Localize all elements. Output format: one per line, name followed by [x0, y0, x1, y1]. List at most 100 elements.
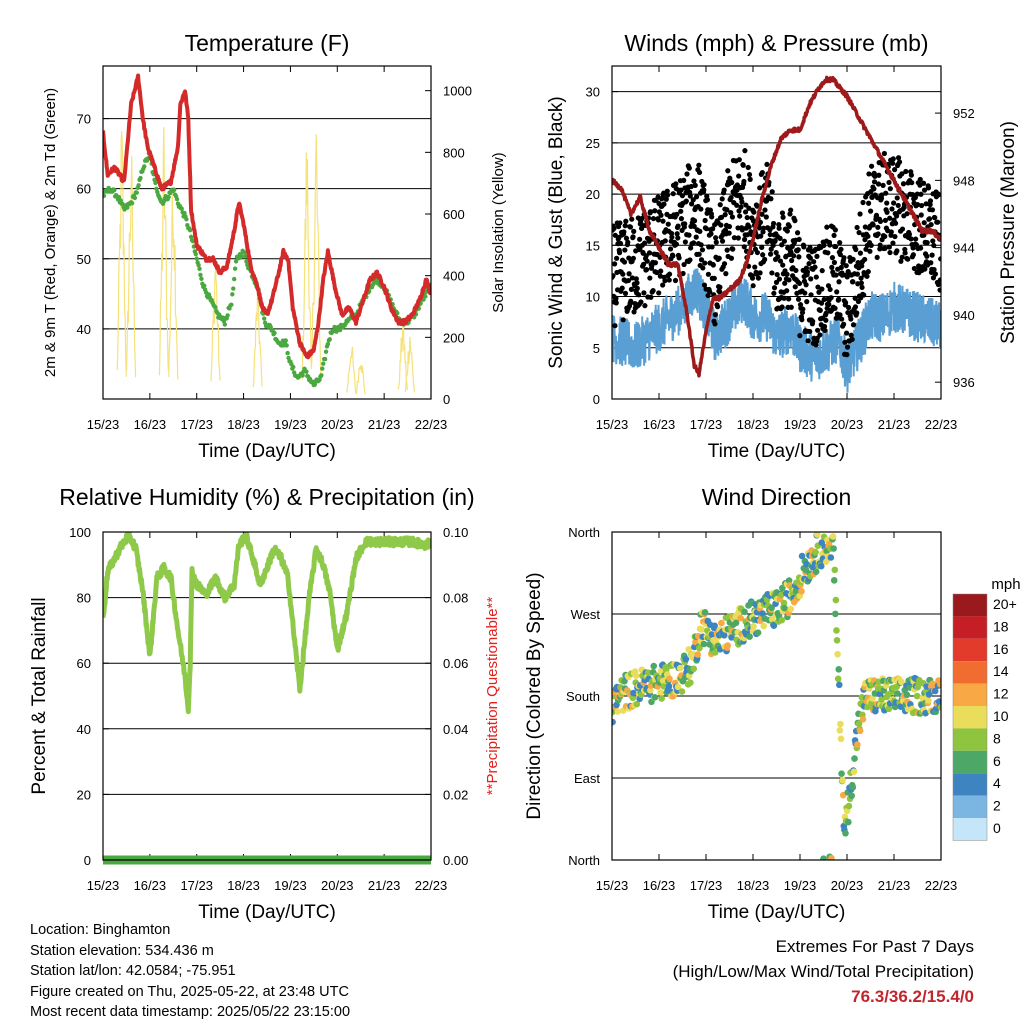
gust-point	[654, 269, 660, 276]
gust-point	[793, 267, 799, 274]
gust-point	[784, 271, 790, 277]
x-tick-label: 19/23	[784, 417, 817, 432]
gust-point	[791, 253, 797, 259]
legend-swatch	[953, 818, 987, 841]
y2-axis-title: Station Pressure (Maroon)	[998, 121, 1019, 344]
gust-point	[808, 276, 814, 282]
direction-point	[936, 680, 941, 688]
gust-point	[807, 328, 813, 335]
gust-point	[781, 295, 787, 301]
dewpoint-point	[202, 283, 207, 288]
gust-point	[704, 197, 711, 203]
gust-point	[700, 265, 706, 271]
y-tick-label: North	[568, 853, 600, 868]
gust-point	[935, 281, 941, 288]
dewpoint-point	[239, 254, 244, 259]
dewpoint-point	[103, 193, 107, 199]
gust-point	[865, 233, 871, 239]
gust-point	[917, 176, 923, 183]
gust-point	[759, 244, 765, 250]
gust-point	[725, 168, 731, 174]
gust-point	[802, 290, 808, 296]
gust-point	[803, 282, 809, 288]
gust-point	[674, 211, 680, 217]
gust-point	[612, 323, 618, 329]
gust-point	[658, 268, 664, 274]
gust-point	[701, 182, 707, 188]
gust-point	[647, 275, 653, 281]
gust-point	[690, 197, 696, 203]
gust-point	[741, 244, 747, 250]
y-tick-label: 80	[77, 591, 91, 606]
direction-point	[678, 688, 686, 695]
direction-point	[848, 792, 855, 800]
gust-point	[831, 232, 837, 239]
gust-point	[858, 275, 864, 281]
gust-point	[892, 167, 898, 173]
gust-point	[833, 243, 839, 250]
gust-point	[749, 275, 756, 281]
elevation-text: Station elevation: 534.436 m	[30, 942, 214, 959]
direction-point	[913, 692, 921, 700]
gust-point	[837, 240, 843, 246]
gust-point	[782, 280, 788, 286]
direction-point	[835, 681, 843, 689]
gust-point	[728, 210, 734, 216]
x-tick-label: 19/23	[274, 878, 307, 893]
solar-insolation-spike	[210, 269, 221, 382]
gust-point	[767, 251, 774, 257]
plot-frame	[611, 531, 942, 861]
gust-point	[664, 188, 670, 194]
legend-swatch	[953, 661, 987, 684]
gust-point	[736, 157, 742, 163]
gust-point	[717, 202, 723, 208]
x-tick-label: 16/23	[134, 417, 167, 432]
gust-point	[776, 276, 783, 282]
direction-point	[750, 622, 757, 630]
dewpoint-point	[138, 175, 143, 181]
gust-point	[902, 250, 908, 256]
gust-point	[623, 218, 629, 224]
gust-point	[621, 259, 628, 265]
gust-point	[801, 244, 807, 250]
dewpoint-point	[132, 195, 138, 201]
gust-point	[763, 214, 769, 220]
gust-point	[686, 165, 692, 171]
gust-point	[824, 224, 830, 230]
gust-point	[859, 284, 865, 290]
gust-point	[719, 196, 725, 202]
gust-point	[821, 242, 827, 248]
gust-point	[734, 202, 740, 208]
gust-point	[779, 242, 785, 248]
gust-point	[913, 236, 919, 242]
x-axis-title: Time (Day/UTC)	[708, 902, 846, 923]
gust-point	[805, 338, 811, 344]
gust-point	[655, 217, 661, 223]
gust-point	[921, 187, 928, 193]
gust-point	[857, 250, 863, 256]
gust-point	[683, 198, 689, 204]
gust-point	[756, 225, 762, 231]
gust-point	[777, 258, 784, 264]
direction-point	[851, 755, 858, 762]
direction-point	[785, 577, 793, 584]
gust-point	[752, 264, 758, 270]
y2-tick-label: 400	[443, 269, 465, 284]
gust-point	[908, 236, 914, 242]
y2-tick-label: 0.04	[443, 722, 468, 737]
gust-point	[815, 284, 821, 290]
gust-point	[776, 221, 782, 228]
gust-point	[779, 304, 785, 310]
gust-point	[818, 300, 825, 306]
gust-point	[856, 229, 862, 236]
gust-point	[696, 251, 702, 257]
solar-insolation-spike	[158, 127, 169, 376]
plot-frame	[102, 65, 432, 400]
gust-point	[708, 231, 714, 237]
gust-point	[879, 192, 885, 198]
gust-point	[623, 235, 630, 241]
gust-point	[843, 263, 849, 269]
gust-point	[888, 229, 894, 235]
dewpoint-point	[285, 350, 290, 356]
x-tick-label: 15/23	[596, 878, 629, 893]
